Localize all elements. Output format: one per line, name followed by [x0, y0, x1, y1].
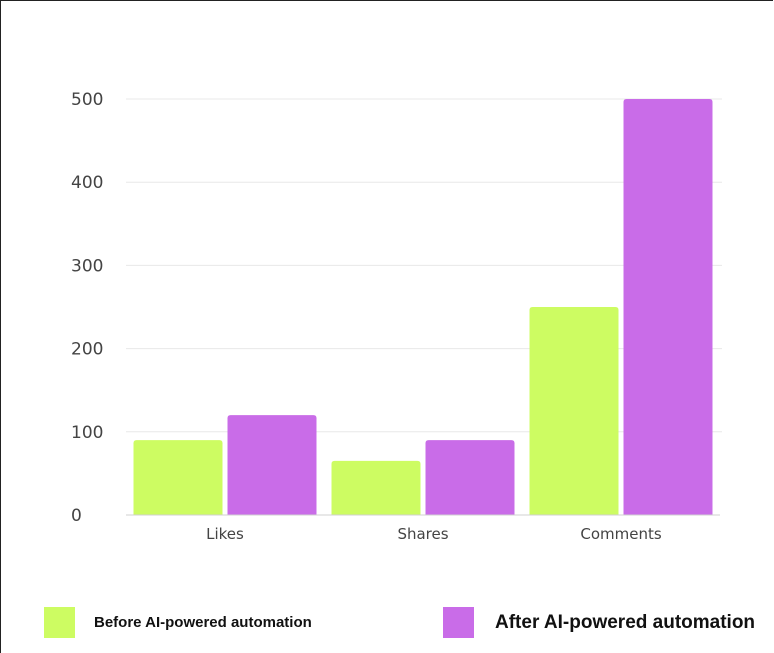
y-tick-label: 300 [71, 256, 103, 276]
x-tick-label: Likes [206, 525, 244, 543]
legend-swatch-after [443, 607, 474, 638]
bar [529, 307, 619, 515]
bar [227, 415, 317, 515]
legend: Before AI-powered automation After AI-po… [1, 607, 773, 641]
legend-swatch-before [44, 607, 75, 638]
y-tick-label: 200 [71, 340, 103, 360]
bar [331, 460, 421, 515]
y-tick-label: 500 [71, 90, 103, 110]
y-tick-label: 0 [71, 506, 82, 526]
bar [425, 440, 515, 515]
y-tick-label: 400 [71, 173, 103, 193]
bar [133, 440, 223, 515]
bar-chart: 0 100 200 300 400 500 Likes Shares Comments [71, 90, 722, 543]
bar [623, 99, 713, 515]
legend-item-before: Before AI-powered automation [44, 607, 312, 638]
x-tick-label: Shares [397, 525, 448, 543]
legend-label-before: Before AI-powered automation [94, 614, 312, 631]
x-tick-label: Comments [580, 525, 661, 543]
y-tick-label: 100 [71, 423, 103, 443]
legend-item-after: After AI-powered automation [443, 607, 755, 638]
legend-label-after: After AI-powered automation [495, 611, 756, 633]
